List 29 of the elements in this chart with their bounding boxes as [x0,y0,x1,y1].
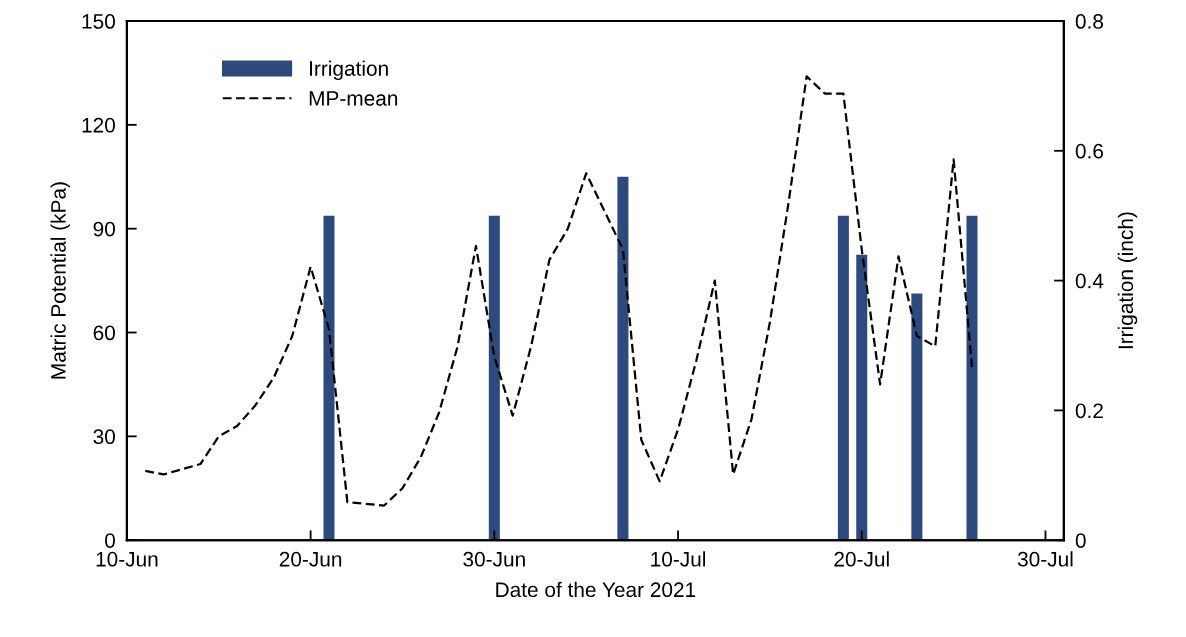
y-tick-label: 60 [93,325,115,341]
y-tick-label: 90 [93,221,115,237]
x-tick-label: 20-Jun [279,551,342,567]
bar [911,293,923,541]
y2-tick-label: 0.4 [1075,273,1104,289]
y2-tick-label: 0.2 [1075,403,1103,419]
x-tick-label: 10-Jun [96,551,158,567]
y2-tick-label: 0.6 [1075,143,1103,159]
x-tick-label: 20-Jul [834,551,889,567]
y2-axis-title: Irrigation (inch) [1117,212,1138,349]
bar [837,215,849,541]
bar [617,176,629,541]
bar [488,215,500,541]
y-tick-label: 0 [105,533,115,548]
y-tick-label: 30 [93,429,115,445]
y-tick-label: 150 [82,14,115,29]
legend-label: MP-mean [309,91,398,106]
y2-tick-label: 0 [1075,533,1086,548]
x-axis-title: Date of the Year 2021 [496,581,696,598]
y-axis-title: Matric Potential (kPa) [50,182,70,379]
legend-label: Irrigation [310,60,388,81]
y-tick-label: 120 [82,117,115,133]
x-tick-label: 30-Jul [1017,551,1073,567]
y2-tick-label: 0.8 [1075,14,1104,29]
bar [856,254,868,541]
bar [323,215,335,541]
x-tick-label: 10-Jul [651,551,706,567]
x-tick-label: 30-Jun [463,551,525,567]
bar [966,215,978,541]
